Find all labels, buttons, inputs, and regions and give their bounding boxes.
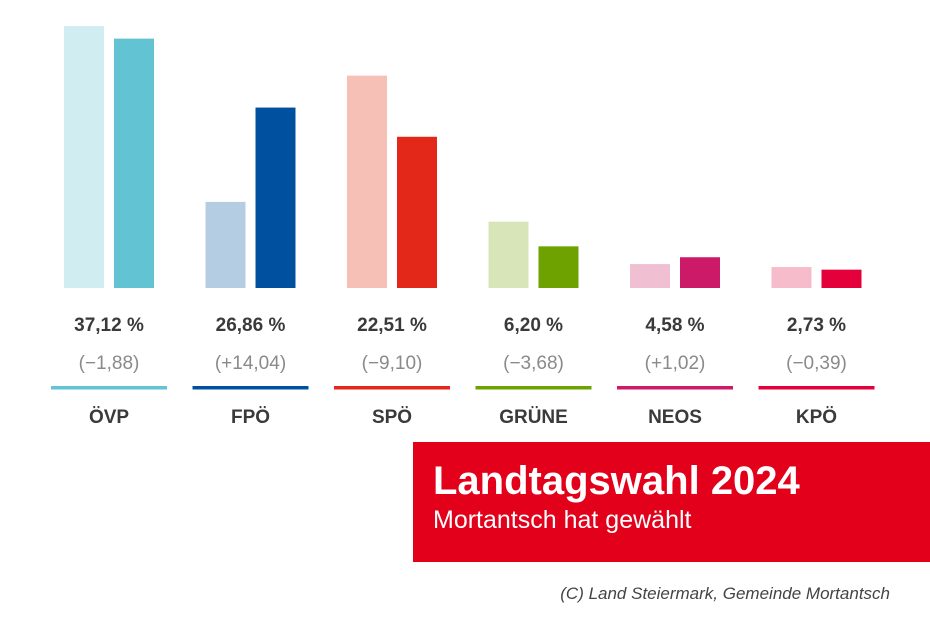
- change-label: (+1,02): [645, 353, 706, 374]
- bar-previous: [630, 264, 670, 288]
- party-line: [475, 386, 592, 390]
- bar-current: [538, 246, 579, 288]
- bar-current: [821, 269, 862, 288]
- chart-title: Landtagswahl 2024: [433, 459, 800, 503]
- party-label: NEOS: [648, 407, 702, 428]
- party-line: [51, 386, 167, 390]
- value-label: 2,73 %: [787, 315, 846, 336]
- change-label: (−9,10): [362, 353, 423, 374]
- bar-previous: [64, 26, 104, 289]
- change-label: (−3,68): [503, 353, 564, 374]
- party-label: ÖVP: [89, 407, 129, 428]
- party-line: [334, 386, 450, 390]
- value-label: 4,58 %: [645, 315, 704, 336]
- value-label: 37,12 %: [74, 315, 144, 336]
- value-label: 6,20 %: [504, 315, 563, 336]
- bar-chart: 37,12 % (−1,88) ÖVP 26,86 % (+14,04) FPÖ 22,51…: [51, 26, 875, 428]
- change-label: (+14,04): [215, 353, 286, 374]
- value-label: 22,51 %: [357, 315, 427, 336]
- party-line: [192, 386, 309, 390]
- change-label: (−1,88): [79, 353, 140, 374]
- party-label: KPÖ: [796, 407, 837, 428]
- bar-current: [255, 107, 296, 288]
- bar-current: [397, 136, 437, 288]
- bar-current: [114, 38, 154, 288]
- party-label: GRÜNE: [499, 407, 568, 428]
- change-label: (−0,39): [786, 353, 847, 374]
- bar-previous: [488, 221, 529, 288]
- party-label: SPÖ: [372, 407, 412, 428]
- bar-previous: [205, 201, 246, 288]
- party-label: FPÖ: [231, 407, 270, 428]
- bar-previous: [347, 75, 387, 289]
- party-line: [758, 386, 875, 390]
- bar-current: [680, 257, 720, 288]
- copyright-credit: (C) Land Steiermark, Gemeinde Mortantsch: [560, 584, 890, 603]
- bar-previous: [771, 267, 812, 288]
- title-box: Landtagswahl 2024 Mortantsch hat gewählt: [413, 442, 930, 562]
- chart-subtitle: Mortantsch hat gewählt: [433, 506, 692, 534]
- value-label: 26,86 %: [216, 315, 286, 336]
- party-line: [617, 386, 733, 390]
